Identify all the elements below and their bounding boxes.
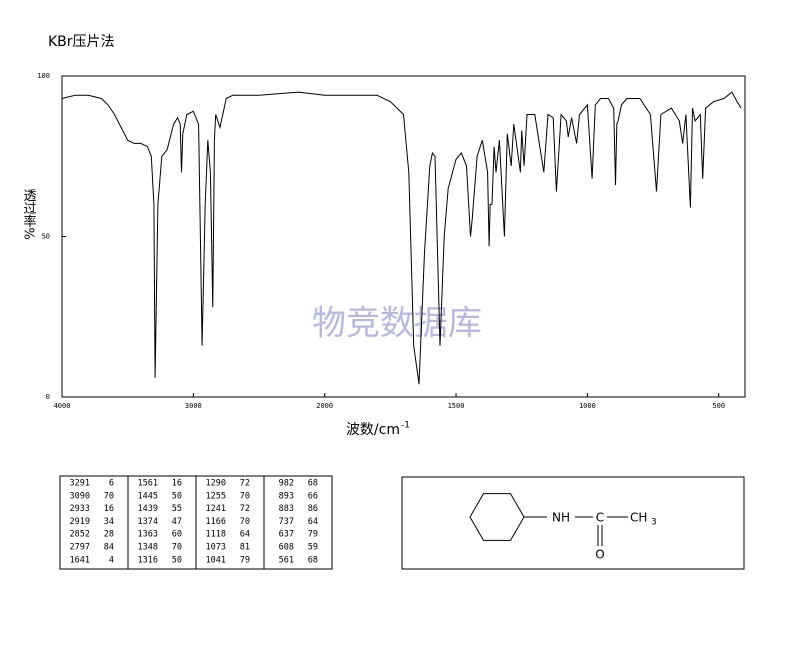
y-tick-label: 100 (37, 72, 50, 80)
y-tick-label: 50 (42, 233, 50, 241)
peak-wavenumber: 982 (279, 479, 294, 489)
peak-transmittance: 68 (308, 479, 318, 489)
peak-wavenumber: 637 (279, 530, 294, 540)
peak-wavenumber: 1118 (206, 530, 226, 540)
peak-transmittance: 4 (109, 555, 114, 565)
peak-transmittance: 68 (308, 555, 318, 565)
watermark: 物竞数据库 (312, 304, 482, 344)
peak-transmittance: 6 (109, 479, 114, 489)
x-axis-label: 波数/cm (346, 422, 400, 438)
peak-wavenumber: 3291 (70, 479, 90, 489)
peak-transmittance: 16 (172, 479, 182, 489)
peak-transmittance: 28 (104, 530, 114, 540)
peak-wavenumber: 1041 (206, 555, 226, 565)
peak-wavenumber: 2797 (70, 543, 90, 553)
peak-transmittance: 64 (308, 517, 318, 527)
cyclohexane-ring (469, 493, 525, 541)
peak-wavenumber: 1363 (138, 530, 158, 540)
peak-wavenumber: 1348 (138, 543, 158, 553)
x-tick-label: 500 (712, 402, 725, 410)
peak-wavenumber: 1073 (206, 543, 226, 553)
peak-wavenumber: 2919 (70, 517, 90, 527)
peak-transmittance: 16 (104, 504, 114, 514)
peak-transmittance: 47 (172, 517, 182, 527)
peak-transmittance: 81 (240, 543, 250, 553)
peak-wavenumber: 1166 (206, 517, 226, 527)
x-tick-label: 2000 (316, 402, 333, 410)
y-axis-label: 透过率% (21, 188, 37, 239)
peak-transmittance: 79 (240, 555, 250, 565)
atom-label: NH (552, 511, 570, 525)
chart-title: KBr压片法 (48, 34, 115, 50)
peak-wavenumber: 2933 (70, 504, 90, 514)
x-tick-label: 4000 (54, 402, 71, 410)
peak-wavenumber: 1255 (206, 491, 226, 501)
peak-wavenumber: 1374 (138, 517, 158, 527)
peak-transmittance: 86 (308, 504, 318, 514)
peak-transmittance: 50 (172, 555, 182, 565)
peak-wavenumber: 883 (279, 504, 294, 514)
atom-label: C (596, 511, 604, 525)
peak-transmittance: 70 (104, 491, 114, 501)
peak-transmittance: 70 (240, 517, 250, 527)
peak-wavenumber: 893 (279, 491, 294, 501)
peak-transmittance: 72 (240, 479, 250, 489)
peak-transmittance: 50 (172, 491, 182, 501)
x-tick-label: 1500 (448, 402, 465, 410)
peak-transmittance: 66 (308, 491, 318, 501)
peak-transmittance: 84 (104, 543, 114, 553)
peak-wavenumber: 1290 (206, 479, 226, 489)
peak-wavenumber: 561 (279, 555, 294, 565)
peak-wavenumber: 2852 (70, 530, 90, 540)
peak-wavenumber: 737 (279, 517, 294, 527)
peak-wavenumber: 1439 (138, 504, 158, 514)
peak-transmittance: 60 (172, 530, 182, 540)
atom-subscript: 3 (651, 518, 657, 528)
peak-wavenumber: 608 (279, 543, 294, 553)
peak-wavenumber: 1316 (138, 555, 158, 565)
x-tick-label: 3000 (185, 402, 202, 410)
peak-transmittance: 55 (172, 504, 182, 514)
peak-transmittance: 34 (104, 517, 114, 527)
peak-transmittance: 79 (308, 530, 318, 540)
x-tick-label: 1000 (579, 402, 596, 410)
peak-wavenumber: 1561 (138, 479, 158, 489)
peak-transmittance: 72 (240, 504, 250, 514)
peak-transmittance: 59 (308, 543, 318, 553)
peak-transmittance: 64 (240, 530, 250, 540)
spectrum-line (61, 91, 742, 385)
atom-label: O (595, 548, 604, 562)
peak-transmittance: 70 (240, 491, 250, 501)
x-axis-label-superscript: -1 (401, 421, 410, 431)
peak-wavenumber: 1641 (70, 555, 90, 565)
y-tick-label: 0 (46, 393, 50, 401)
peak-wavenumber: 3090 (70, 491, 90, 501)
peak-wavenumber: 1445 (138, 491, 158, 501)
peak-wavenumber: 1241 (206, 504, 226, 514)
structure-frame (401, 476, 745, 570)
plot-frame (61, 75, 746, 398)
peak-transmittance: 70 (172, 543, 182, 553)
atom-label: CH (630, 511, 647, 525)
